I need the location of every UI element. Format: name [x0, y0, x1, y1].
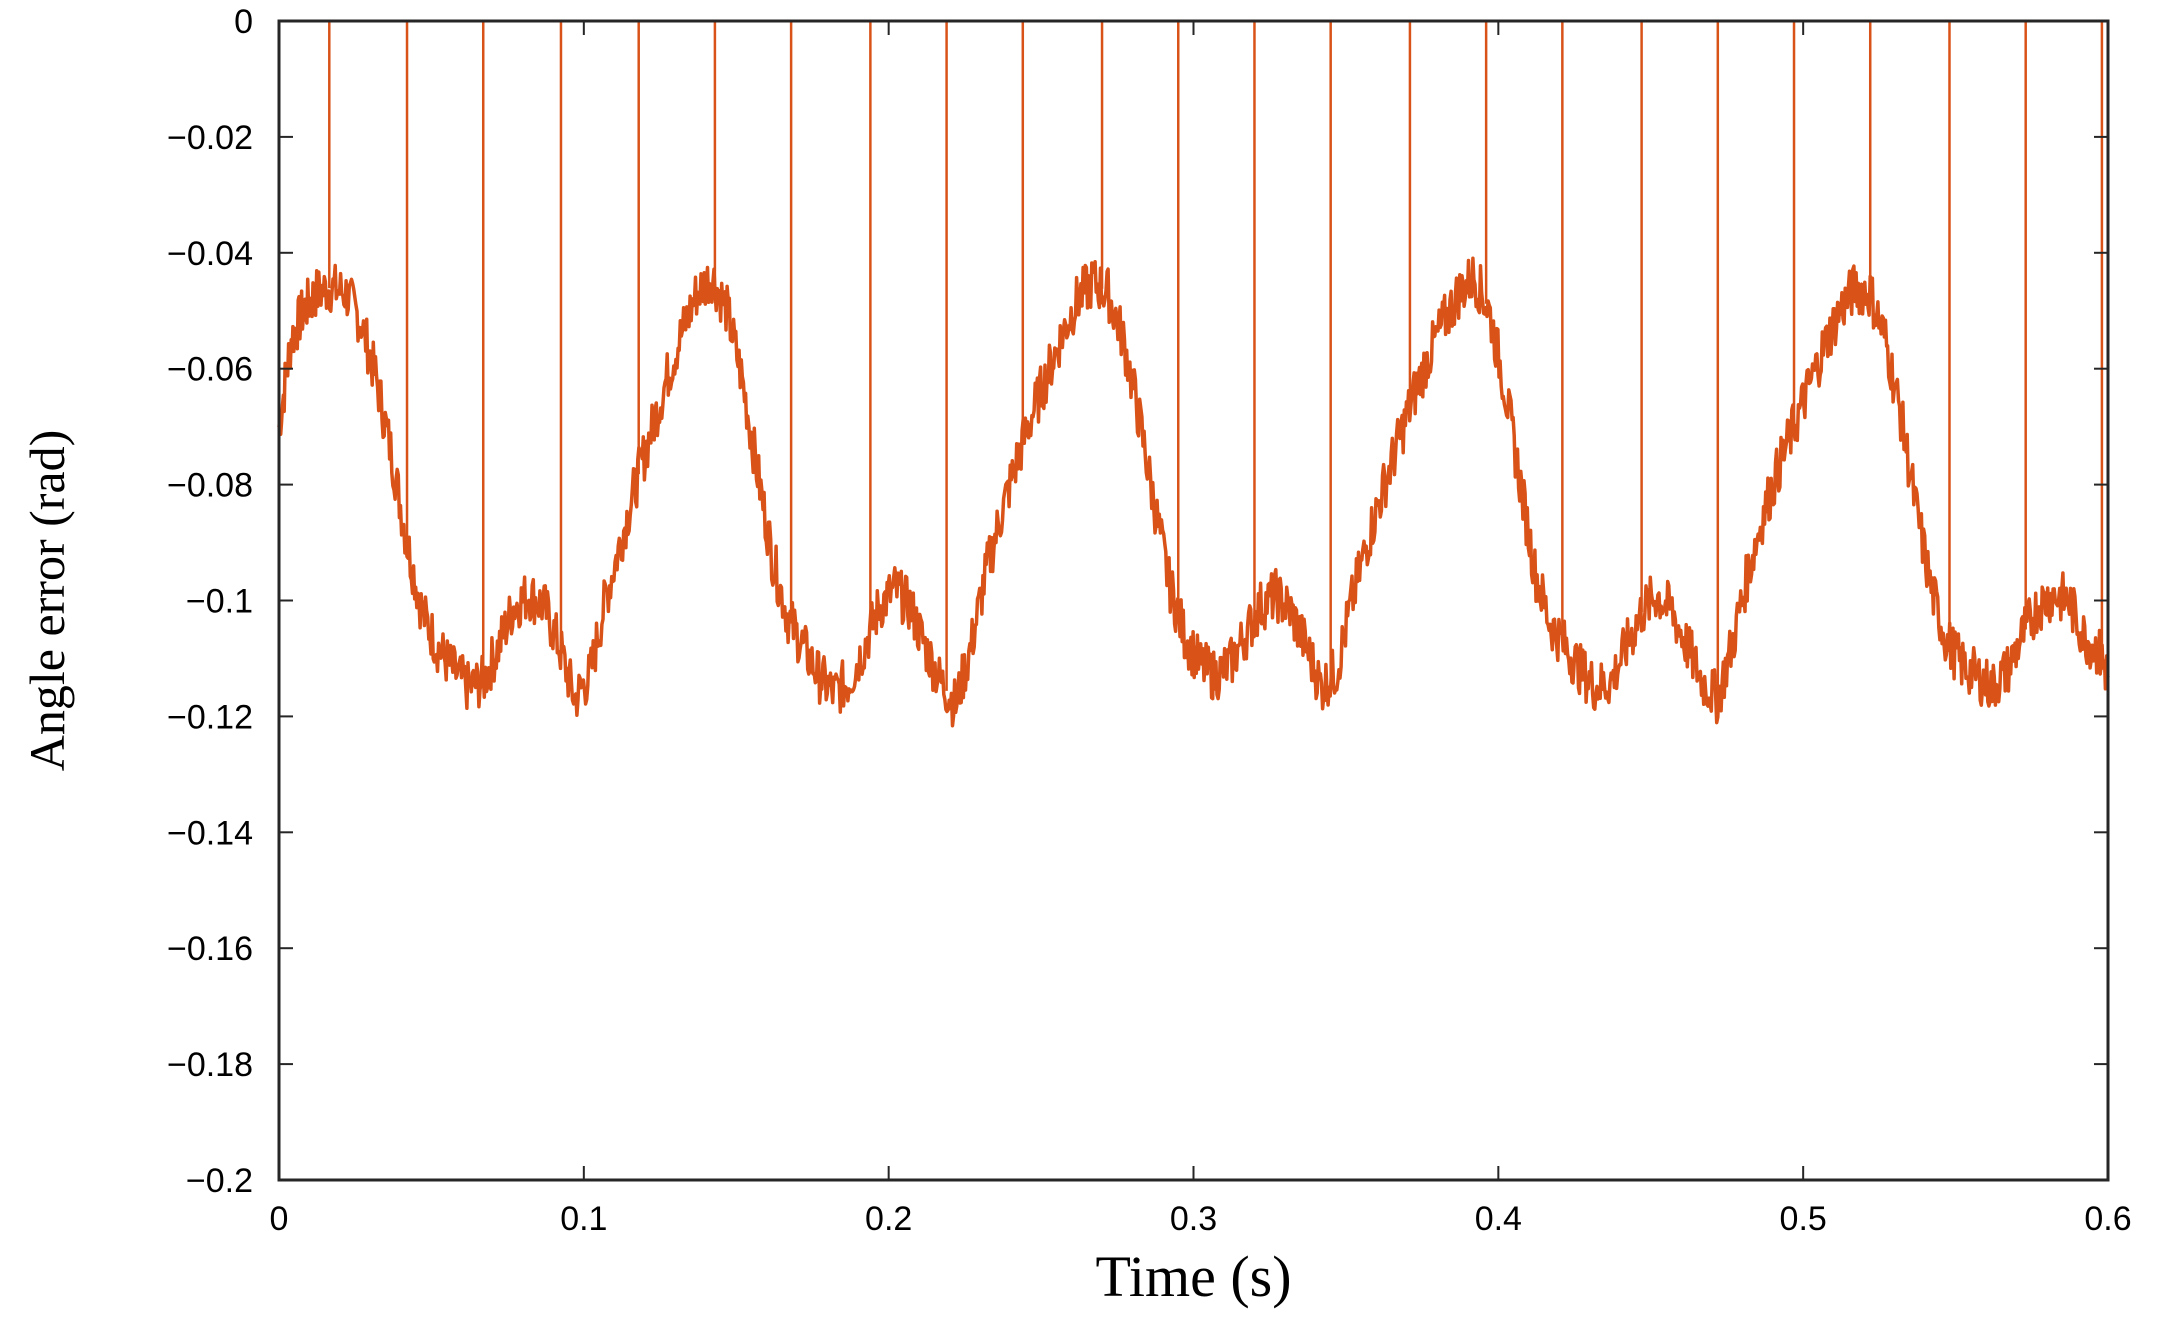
axes-box	[277, 19, 2110, 1182]
y-tick-label: −0.14	[167, 814, 253, 852]
y-tick-label: −0.12	[167, 698, 253, 736]
series-layer	[277, 21, 2110, 728]
y-tick-label: −0.1	[186, 583, 253, 621]
y-tick-label: −0.08	[167, 467, 253, 505]
y-tick-label: −0.04	[167, 235, 253, 273]
y-tick-label: 0	[234, 3, 253, 41]
x-tick-label: 0.5	[1780, 1200, 1827, 1238]
y-axis-title: Angle error (rad)	[19, 430, 75, 771]
x-tick-label: 0	[270, 1200, 289, 1238]
ticks-layer: 0 0.1 0.2 0.3 0.4 0.5 0.6 0 −0.02 −0.04 −0.06 −0.08…	[167, 3, 2132, 1238]
series-line	[277, 256, 2110, 728]
y-tick-label: −0.16	[167, 930, 253, 968]
y-tick-label: −0.06	[167, 351, 253, 389]
y-tick-label: −0.18	[167, 1046, 253, 1084]
x-axis-title: Time (s)	[1095, 1244, 1291, 1309]
y-tick-label: −0.2	[186, 1162, 253, 1200]
x-tick-label: 0.4	[1475, 1200, 1522, 1238]
y-tick-label: −0.02	[167, 119, 253, 157]
x-tick-label: 0.3	[1170, 1200, 1217, 1238]
x-tick-label: 0.2	[865, 1200, 912, 1238]
x-tick-label: 0.6	[2084, 1200, 2131, 1238]
x-tick-label: 0.1	[560, 1200, 607, 1238]
